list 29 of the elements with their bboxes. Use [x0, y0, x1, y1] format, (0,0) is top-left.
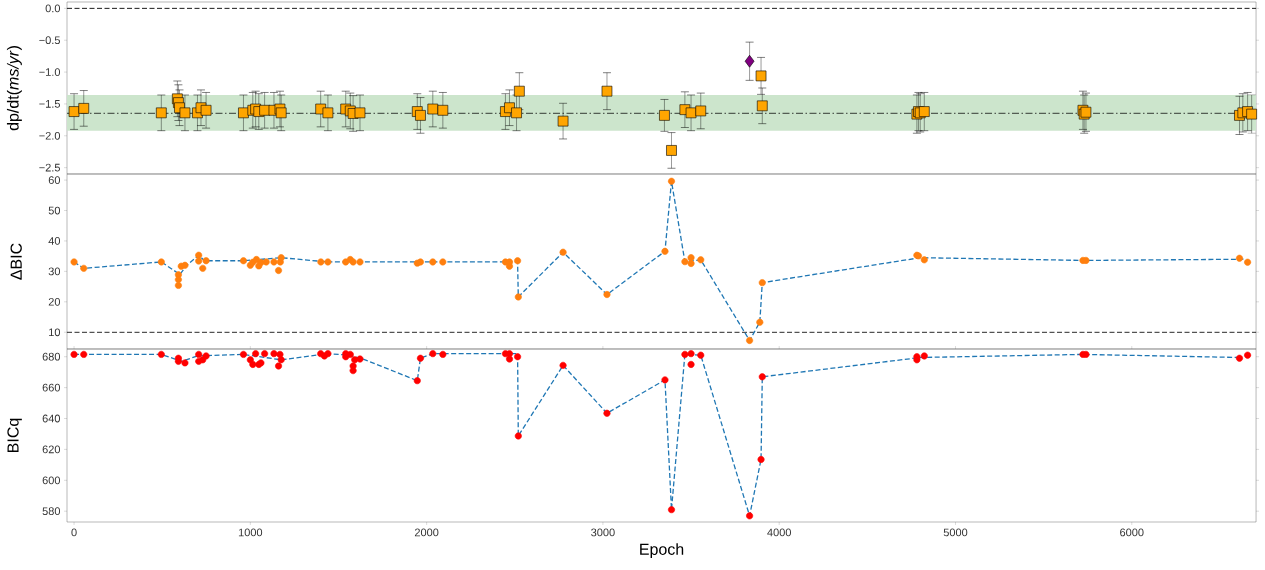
y-axis-title: BICq	[7, 418, 22, 452]
y-tick-label: 50	[48, 206, 61, 215]
y-tick-label: −1.5	[39, 100, 60, 108]
y-axis-title: ΔBIC	[10, 243, 22, 280]
y-tick-label: 660	[42, 383, 61, 392]
x-tick-label: 1000	[238, 528, 263, 537]
y-tick-label: 680	[42, 352, 61, 361]
y-tick-label: 30	[48, 267, 61, 276]
y-tick-label: −2.0	[39, 131, 61, 140]
x-tick-label: 2000	[414, 528, 439, 537]
y-tick-label: −0.5	[39, 36, 60, 45]
y-tick-label: 40	[48, 237, 61, 245]
x-tick-label: 4000	[767, 528, 791, 537]
y-axis-title: dp/dt(ms/yr)	[6, 46, 22, 131]
y-tick-label: −2.5	[39, 163, 60, 172]
y-tick-label: 640	[42, 414, 61, 423]
y-tick-label: 0.0	[45, 4, 61, 13]
y-tick-label: 10	[49, 328, 61, 337]
x-tick-label: 5000	[943, 528, 968, 537]
y-tick-label: −1.0	[39, 68, 61, 76]
y-tick-label: 60	[48, 176, 61, 184]
x-tick-label: 0	[71, 528, 77, 537]
x-tick-label: 3000	[591, 528, 615, 537]
x-tick-label: 6000	[1120, 528, 1144, 537]
y-tick-label: 20	[48, 297, 61, 306]
y-tick-label: 600	[42, 476, 61, 485]
y-tick-label: 620	[42, 445, 61, 454]
x-axis-title: Epoch	[640, 543, 684, 559]
y-tick-label: 580	[42, 507, 61, 516]
